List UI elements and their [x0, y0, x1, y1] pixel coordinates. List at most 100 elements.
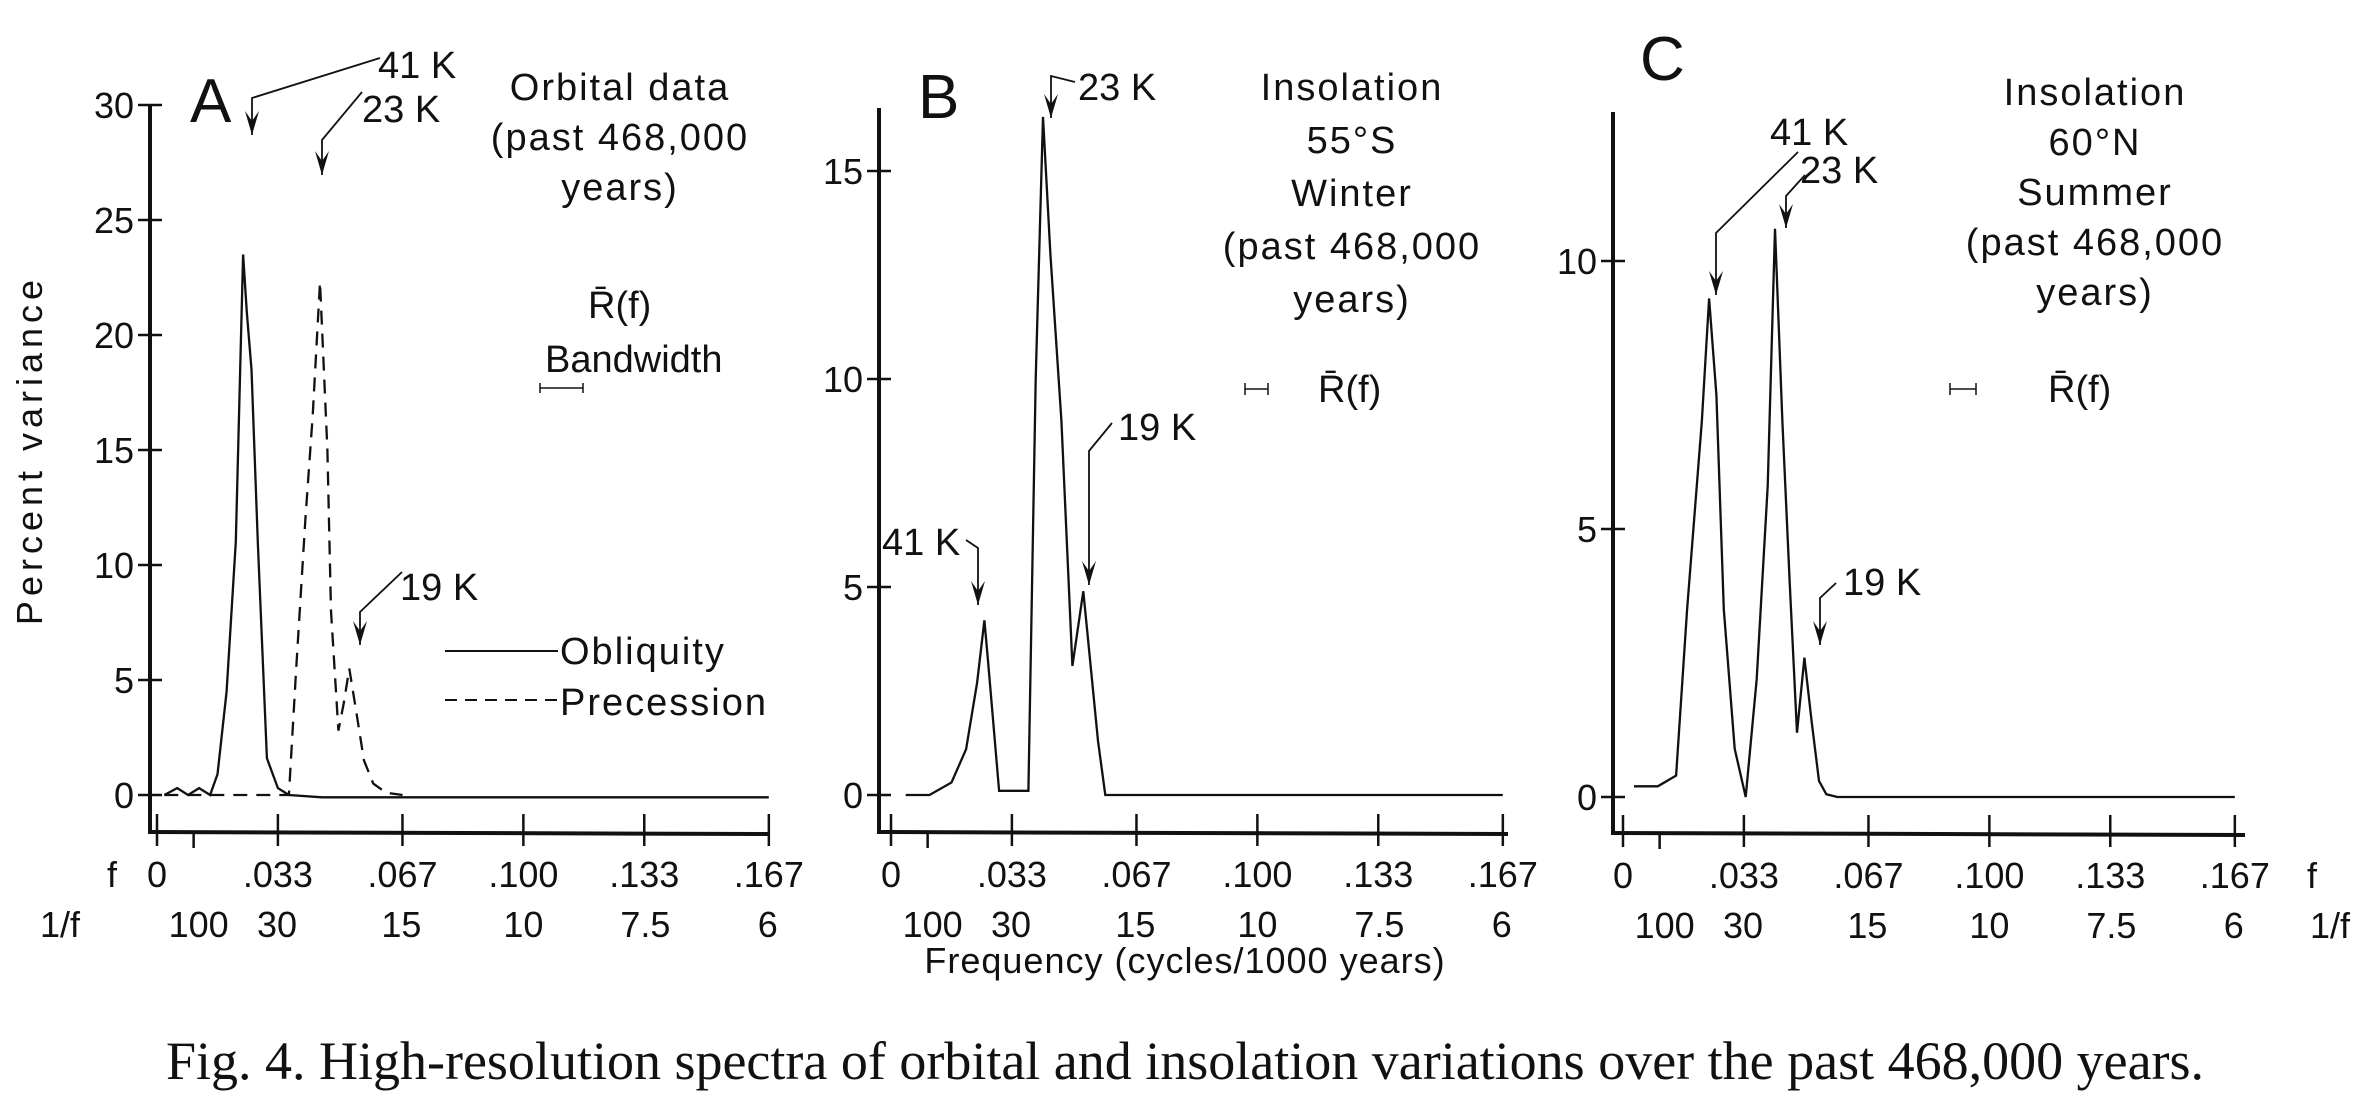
panel-title-line: (past 468,000	[491, 117, 749, 159]
y-tick-label: 15	[94, 430, 134, 471]
inv-x-tick-label: 6	[1492, 904, 1512, 945]
inv-x-tick-label: 6	[2224, 905, 2244, 946]
inv-x-tick-label: 6	[758, 904, 778, 945]
figure-caption: Fig. 4. High-resolution spectra of orbit…	[165, 1031, 2205, 1091]
x-tick-label: .033	[243, 854, 313, 895]
panel-title-line: Orbital data	[510, 67, 730, 109]
inv-x-tick-label: 7.5	[1354, 904, 1404, 945]
arrow-head-icon	[315, 151, 329, 175]
rbar-label: R̄(f)	[588, 285, 651, 327]
arrow-head-icon	[353, 621, 367, 645]
panel-title-line: Winter	[1291, 173, 1413, 215]
rbar-label: R̄(f)	[1318, 369, 1381, 411]
peak-annotation: 19 K	[1843, 562, 1921, 604]
annotation-leader	[1050, 74, 1076, 118]
peak-annotation: 41 K	[882, 522, 960, 564]
annotation-leader	[1715, 151, 1799, 295]
x-tick-label: .033	[977, 854, 1047, 895]
x-tick-label: .033	[1709, 855, 1779, 896]
arrow-head-icon	[1813, 621, 1827, 645]
inv-x-tick-label: 30	[257, 904, 297, 945]
inv-x-tick-label: 30	[991, 904, 1031, 945]
rbar-label: R̄(f)	[2048, 369, 2111, 411]
inv-x-tick-label: 10	[1969, 905, 2009, 946]
arrow-head-icon	[245, 111, 259, 135]
panel-title-line: years)	[561, 167, 679, 209]
legend-label-obliquity: Obliquity	[560, 631, 726, 673]
peak-annotation: 19 K	[400, 567, 478, 609]
panel-title-line: Summer	[2017, 172, 2173, 214]
arrow-head-icon	[971, 581, 985, 605]
arrow-head-icon	[1082, 561, 1096, 585]
y-tick-label: 15	[823, 151, 863, 192]
annotation-leader	[251, 57, 381, 135]
peak-annotation: 41 K	[1770, 112, 1848, 154]
x-axis-line	[876, 830, 1509, 836]
x-tick-label: .133	[609, 854, 679, 895]
y-tick-label: 5	[114, 660, 134, 701]
panel-title-line: 60°N	[2049, 122, 2142, 164]
series-line-insolation-60-n-summer	[1634, 228, 2235, 799]
series-line-precession	[164, 282, 403, 797]
panel-letter: C	[1640, 25, 1685, 94]
annotation-leader	[965, 539, 979, 605]
inv-x-tick-label: 7.5	[620, 904, 670, 945]
x-tick-label: .133	[1343, 854, 1413, 895]
inv-x-tick-label: 7.5	[2086, 905, 2136, 946]
y-tick-label: 30	[94, 85, 134, 126]
arrow-head-icon	[1779, 204, 1793, 228]
inv-x-tick-label: 15	[1847, 905, 1887, 946]
x-tick-label: .100	[1222, 854, 1292, 895]
x-tick-label: .133	[2075, 855, 2145, 896]
arrow-head-icon	[1044, 94, 1058, 118]
series-line-obliquity	[163, 254, 769, 799]
peak-annotation: 23 K	[1800, 150, 1878, 192]
panel-title-line: (past 468,000	[1223, 226, 1481, 268]
x-tick-label: .100	[1954, 855, 2024, 896]
x-tick-label: .167	[2200, 855, 2270, 896]
inv-x-tick-label: 100	[1635, 905, 1695, 946]
x-axis-line	[147, 830, 771, 836]
y-tick-label: 10	[1557, 241, 1597, 282]
inv-x-tick-label: 15	[381, 904, 421, 945]
bandwidth-label: Bandwidth	[545, 339, 722, 381]
y-tick-label: 0	[843, 775, 863, 816]
panel-letter: A	[190, 67, 232, 136]
y-tick-label: 25	[94, 200, 134, 241]
x-tick-label: .067	[367, 854, 437, 895]
panel-b: 0 5 10 15 0 .033 .067 .100 .133 .167 100 30 15 10 7.5 6…	[823, 63, 1538, 945]
inv-f-row-label: 1/f	[40, 904, 81, 945]
inv-x-tick-label: 10	[503, 904, 543, 945]
x-tick-label: .067	[1833, 855, 1903, 896]
f-row-label: f	[2307, 855, 2318, 896]
peak-annotation: 23 K	[1078, 67, 1156, 109]
annotation-leader	[1088, 422, 1113, 585]
peak-annotation: 23 K	[362, 89, 440, 131]
panel-title-line: years)	[1293, 279, 1411, 321]
annotation-leader	[1819, 582, 1837, 645]
y-tick-label: 0	[1577, 777, 1597, 818]
panel-title-line: years)	[2036, 272, 2154, 314]
x-tick-label: .100	[488, 854, 558, 895]
panel-title-line: (past 468,000	[1966, 222, 2224, 264]
panel-letter: B	[918, 63, 959, 132]
y-axis-title: Percent variance	[9, 275, 50, 625]
y-tick-label: 0	[114, 775, 134, 816]
annotation-leader	[321, 91, 363, 175]
panel-title-line: Insolation	[2004, 72, 2187, 114]
x-axis-title: Frequency (cycles/1000 years)	[924, 940, 1446, 981]
panel-a: 0 5 10 15 20 25 30 0 .033 .067 .100 .133 .167 100 30 15…	[40, 45, 804, 945]
x-tick-label: 0	[147, 854, 167, 895]
inv-x-tick-label: 100	[169, 904, 229, 945]
inv-f-row-label: 1/f	[2310, 905, 2351, 946]
legend-label-precession: Precession	[560, 682, 768, 724]
x-axis-line	[1610, 831, 2246, 837]
y-tick-label: 10	[823, 359, 863, 400]
inv-x-tick-label: 30	[1723, 905, 1763, 946]
y-tick-label: 5	[843, 567, 863, 608]
x-tick-label: 0	[881, 854, 901, 895]
x-tick-label: .167	[734, 854, 804, 895]
f-row-label: f	[107, 854, 118, 895]
